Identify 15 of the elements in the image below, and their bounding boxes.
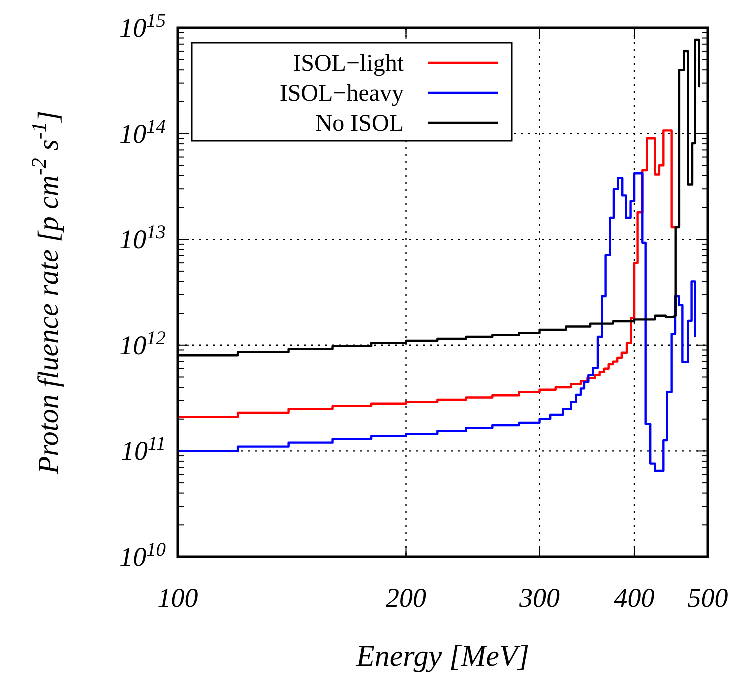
- x-tick-label: 400: [614, 583, 656, 613]
- y-tick-label: 10$^{12}$: [120, 328, 166, 360]
- y-tick-label: 10$^{10}$: [120, 540, 166, 572]
- x-tick-label: 200: [386, 583, 428, 613]
- legend-label: ISOL−heavy: [280, 81, 404, 107]
- legend-label: ISOL−light: [293, 51, 404, 77]
- y-tick-label: 10$^{13}$: [120, 222, 166, 255]
- y-tick-label: 10$^{11}$: [121, 434, 166, 466]
- x-axis-title: Energy [MeV]: [356, 640, 530, 673]
- x-tick-label: 500: [688, 583, 729, 613]
- y-tick-label: 10$^{15}$: [120, 10, 166, 43]
- y-tick-label: 10$^{14}$: [120, 116, 166, 149]
- legend-label: No ISOL: [315, 111, 404, 137]
- x-tick-label: 100: [158, 583, 199, 613]
- x-tick-label: 300: [518, 583, 561, 613]
